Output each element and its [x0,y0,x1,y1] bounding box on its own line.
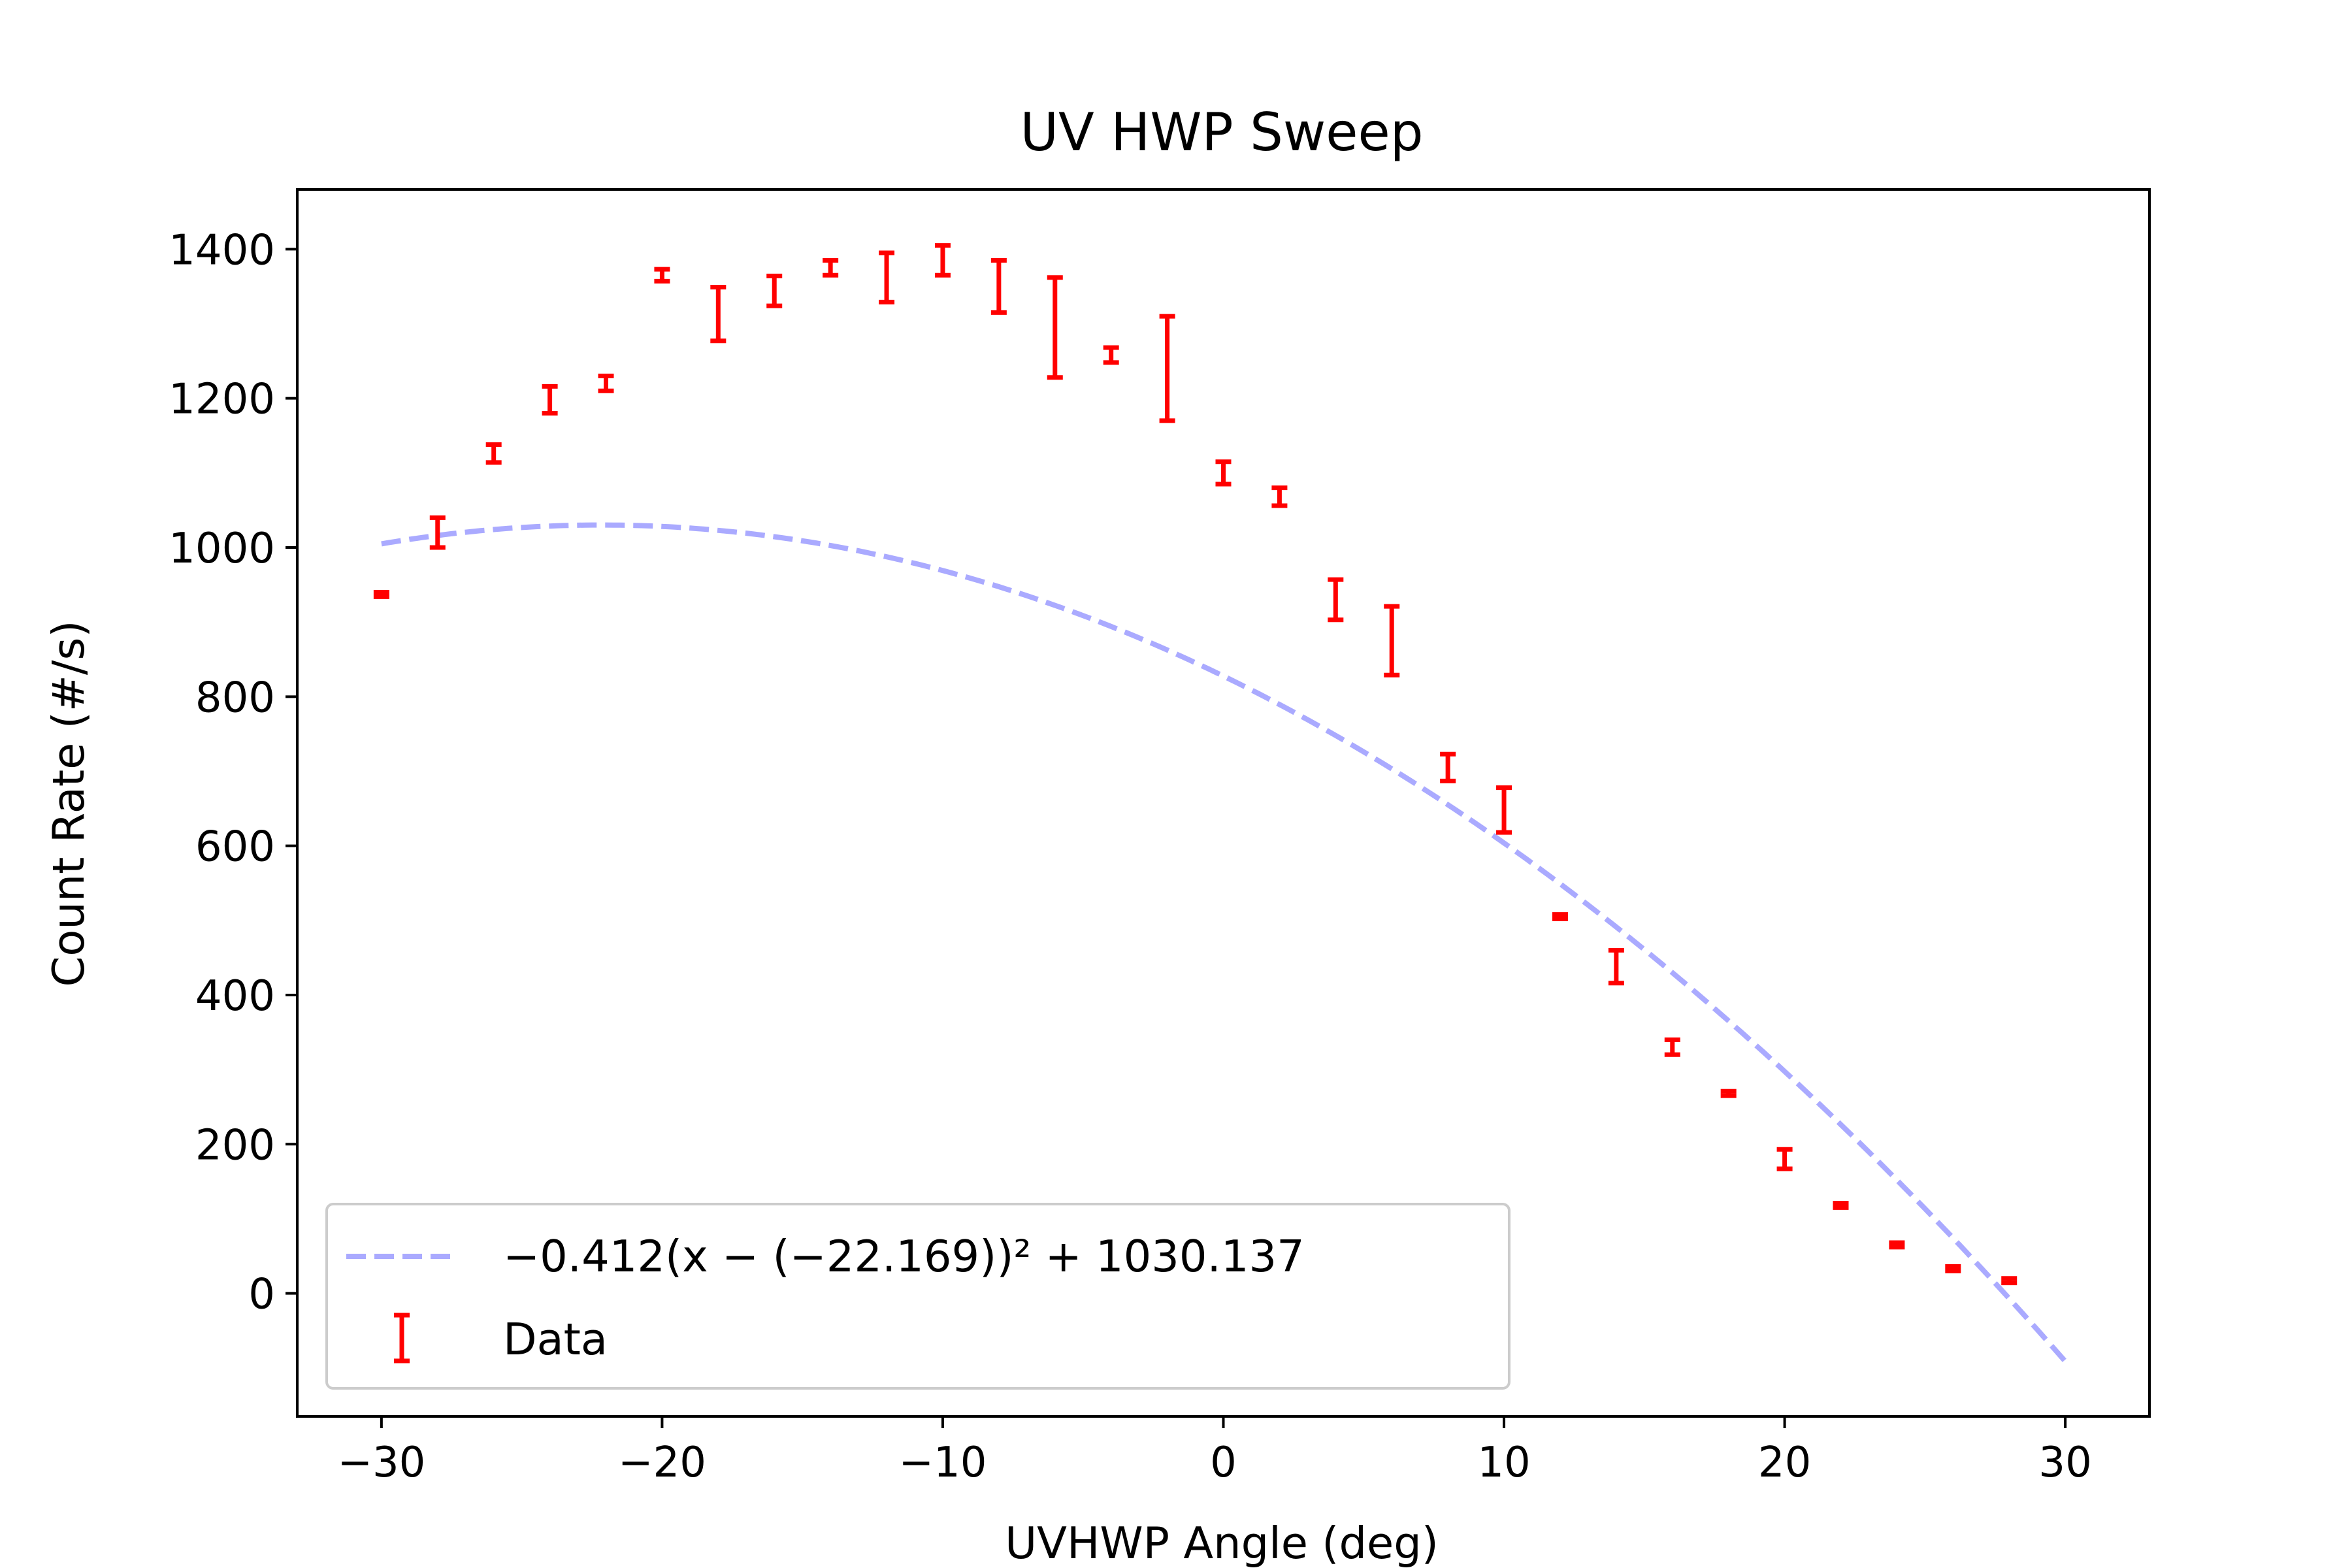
x-tick-label: −30 [337,1439,425,1487]
legend-data-label: Data [503,1314,608,1365]
x-tick-label: 30 [2038,1439,2091,1487]
data-errorbar [1496,785,1512,835]
data-errorbar [1833,1200,1849,1210]
x-tick-label: 20 [1758,1439,1811,1487]
data-errorbar [710,285,727,344]
y-tick-label: 0 [248,1271,275,1319]
data-errorbar [542,384,558,416]
data-errorbar [1047,275,1063,380]
y-tick-label: 1000 [169,525,275,573]
y-tick-label: 1200 [169,376,275,424]
data-errorbar [1440,751,1456,783]
legend: −0.412(x − (−22.169))² + 1030.137 Data [325,1203,1511,1390]
y-axis-label: Count Rate (#/s) [43,620,94,987]
data-errorbar [598,373,614,393]
data-errorbar [1103,345,1119,365]
x-axis: −30 −20 −10 0 10 20 30 [337,1416,2092,1487]
data-errorbar [1720,1088,1737,1098]
data-errorbar [2001,1276,2017,1286]
y-tick-label: 1400 [169,226,275,274]
data-errorbar [1552,912,1568,922]
data-errorbar [1945,1264,1961,1273]
x-axis-label: UVHWP Angle (deg) [1005,1518,1439,1568]
data-errorbar [879,250,895,304]
chart-title: UV HWP Sweep [1020,102,1423,163]
data-errorbar [766,273,783,308]
data-errorbar [1608,947,1624,986]
data-errorbar [1384,604,1400,678]
data-errorbar [373,589,389,599]
y-tick-label: 400 [195,972,275,1021]
legend-box [325,1203,1511,1390]
data-errorbar [485,442,502,465]
data-errorbar [1271,485,1288,508]
data-errorbar [1215,459,1232,487]
x-tick-label: 0 [1210,1439,1237,1487]
fit-curve [381,522,2068,1364]
y-tick-label: 600 [195,823,275,872]
data-errorbar [1328,577,1344,623]
y-axis: 0 200 400 600 800 1000 1200 1400 [169,226,297,1319]
x-tick-label: −20 [618,1439,706,1487]
x-tick-label: 10 [1477,1439,1530,1487]
data-errorbar [1776,1147,1793,1171]
y-tick-label: 200 [195,1121,275,1169]
data-errorbar [990,257,1007,315]
data-errorbar [823,257,839,278]
y-tick-label: 800 [195,674,275,722]
data-errorbar [1664,1037,1680,1057]
data-errorbar [654,267,670,284]
data-errorbar [934,243,951,278]
data-errorbar [429,515,446,550]
legend-fit-label: −0.412(x − (−22.169))² + 1030.137 [503,1231,1305,1282]
data-errorbar [1159,314,1175,423]
data-errorbar [1889,1240,1905,1250]
x-tick-label: −10 [898,1439,987,1487]
